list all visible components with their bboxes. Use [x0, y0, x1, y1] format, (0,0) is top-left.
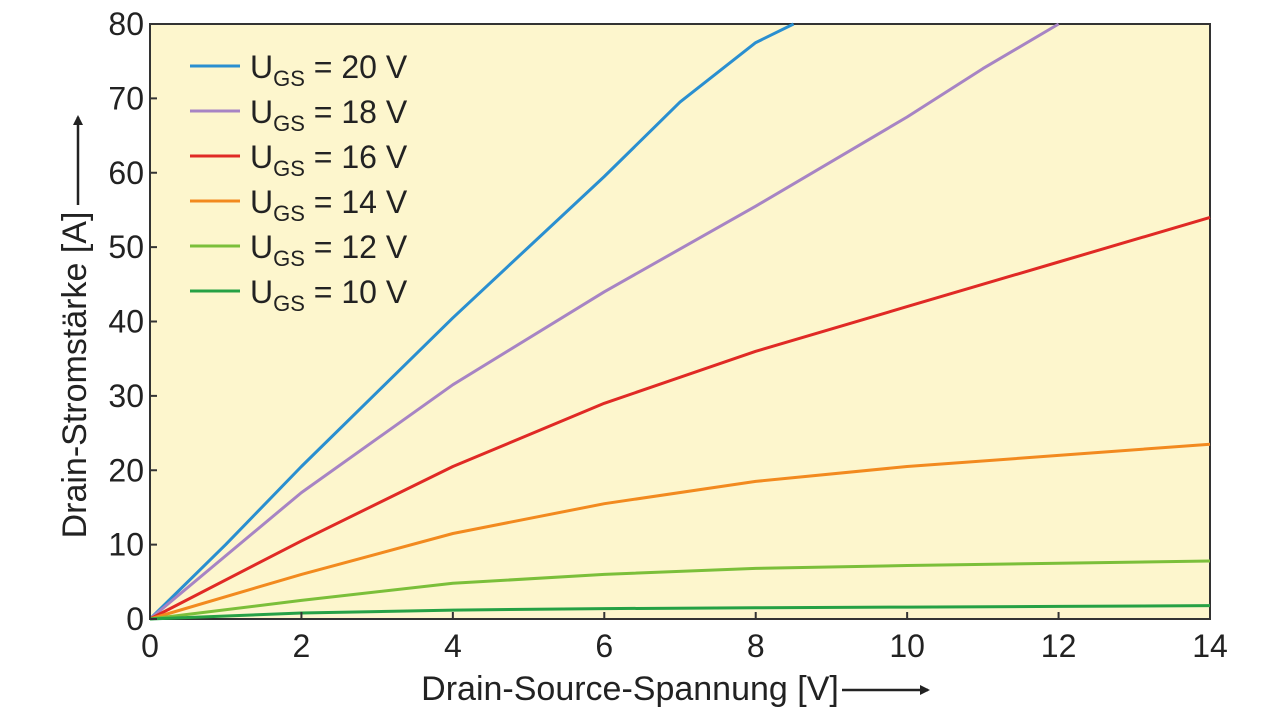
series-line-2: [149, 215, 1211, 621]
x-tick-label-2: 4: [444, 628, 462, 664]
series-line-5: [149, 604, 1211, 621]
axis-layer: 0 2 4 6 8 10 12 14 0 10 20 30 40 50 60 70 80: [108, 6, 1227, 664]
y-tick-label-7: 70: [108, 80, 144, 116]
legend-entry-3: UGS = 14 V: [250, 184, 408, 226]
series-line-1: [149, 22, 1060, 621]
legend-entry-5: UGS = 10 V: [250, 274, 408, 316]
x-tick-label-0: 0: [141, 628, 159, 664]
series-layer: [148, 22, 1211, 621]
x-tick-label-5: 10: [889, 628, 925, 664]
x-tick-label-7: 14: [1192, 628, 1228, 664]
y-tick-label-0: 0: [126, 601, 144, 637]
y-tick-label-5: 50: [108, 229, 144, 265]
legend-entry-1: UGS = 18 V: [250, 94, 408, 136]
series-line-4: [149, 559, 1211, 621]
x-tick-label-3: 6: [595, 628, 613, 664]
y-axis-label: Drain-Stromstärke [A]: [56, 212, 94, 539]
y-tick-label-4: 40: [108, 304, 144, 340]
legend-entry-4: UGS = 12 V: [250, 229, 408, 271]
y-tick-label-6: 60: [108, 155, 144, 191]
y-tick-label-8: 80: [108, 6, 144, 42]
x-tick-label-6: 12: [1041, 628, 1077, 664]
plot-area: [149, 23, 1211, 620]
legend-entry-2: UGS = 16 V: [250, 139, 408, 181]
x-tick-label-1: 2: [293, 628, 311, 664]
x-tick-label-4: 8: [747, 628, 765, 664]
x-axis-label: Drain-Source-Spannung [V]: [421, 670, 839, 708]
y-tick-label-2: 20: [108, 452, 144, 488]
series-line-3: [149, 442, 1211, 621]
y-tick-label-1: 10: [108, 527, 144, 563]
y-tick-label-3: 30: [108, 378, 144, 414]
legend-entry-0: UGS = 20 V: [250, 49, 408, 91]
series-line-0: [148, 22, 795, 621]
